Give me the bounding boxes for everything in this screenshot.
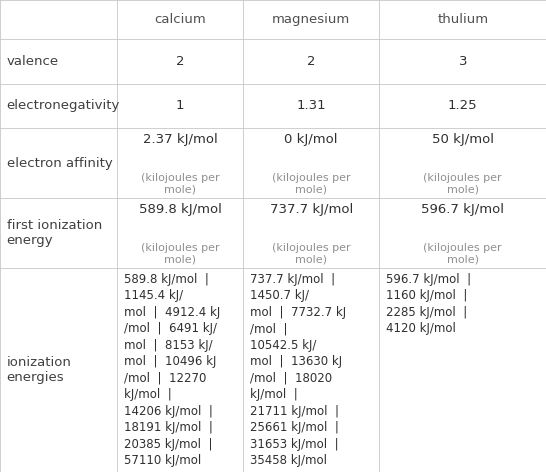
Text: 1.31: 1.31 [296,100,326,112]
Text: (kilojoules per
mole): (kilojoules per mole) [423,243,502,264]
Text: 737.7 kJ/mol  |
1450.7 kJ/
mol  |  7732.7 kJ
/mol  |
10542.5 kJ/
mol  |  13630 k: 737.7 kJ/mol | 1450.7 kJ/ mol | 7732.7 k… [250,273,346,467]
Text: 596.7 kJ/mol: 596.7 kJ/mol [421,203,505,216]
Text: ionization
energies: ionization energies [7,356,72,384]
Text: calcium: calcium [155,13,206,26]
Text: (kilojoules per
mole): (kilojoules per mole) [272,173,351,194]
Text: thulium: thulium [437,13,488,26]
Text: 596.7 kJ/mol  |
1160 kJ/mol  |
2285 kJ/mol  |
4120 kJ/mol: 596.7 kJ/mol | 1160 kJ/mol | 2285 kJ/mol… [386,273,471,335]
Text: (kilojoules per
mole): (kilojoules per mole) [423,173,502,194]
Text: first ionization
energy: first ionization energy [7,219,102,247]
Text: 737.7 kJ/mol: 737.7 kJ/mol [270,203,353,216]
Text: 2.37 kJ/mol: 2.37 kJ/mol [143,133,217,146]
Text: valence: valence [7,55,58,67]
Text: 3: 3 [459,55,467,67]
Text: 2: 2 [307,55,316,67]
Text: 1.25: 1.25 [448,100,478,112]
Text: (kilojoules per
mole): (kilojoules per mole) [141,173,219,194]
Text: electron affinity: electron affinity [7,157,112,170]
Text: 2: 2 [176,55,185,67]
Text: electronegativity: electronegativity [7,100,120,112]
Text: 589.8 kJ/mol  |
1145.4 kJ/
mol  |  4912.4 kJ
/mol  |  6491 kJ/
mol  |  8153 kJ/
: 589.8 kJ/mol | 1145.4 kJ/ mol | 4912.4 k… [124,273,220,467]
Text: (kilojoules per
mole): (kilojoules per mole) [141,243,219,264]
Text: magnesium: magnesium [272,13,351,26]
Text: 50 kJ/mol: 50 kJ/mol [432,133,494,146]
Text: (kilojoules per
mole): (kilojoules per mole) [272,243,351,264]
Text: 589.8 kJ/mol: 589.8 kJ/mol [139,203,222,216]
Text: 0 kJ/mol: 0 kJ/mol [284,133,338,146]
Text: 1: 1 [176,100,185,112]
